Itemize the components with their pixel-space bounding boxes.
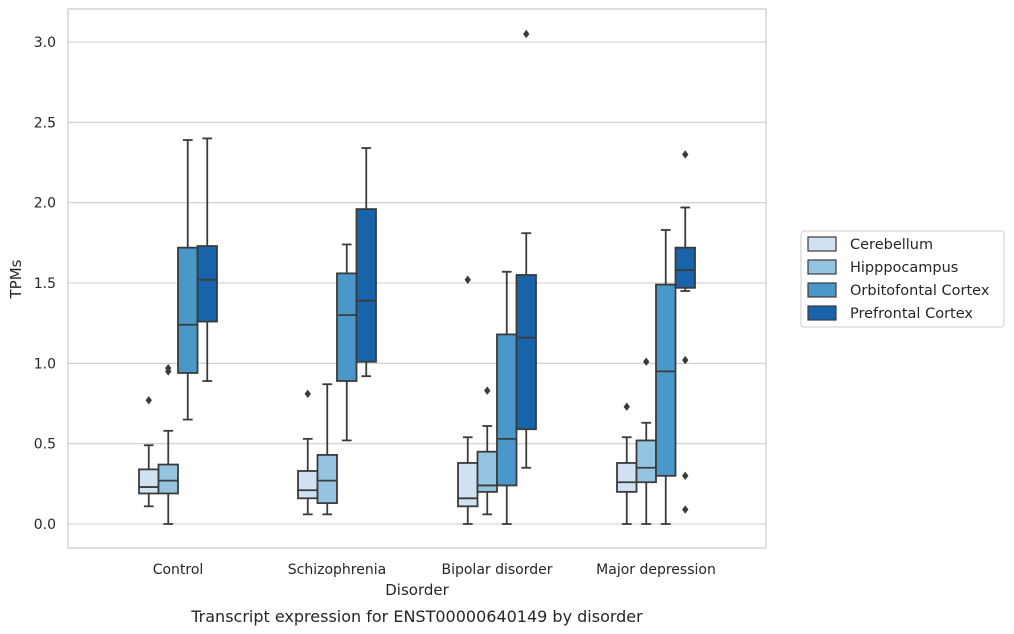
legend-items: Cerebellum Hipppocampus Orbitofontal Corte…: [807, 236, 990, 322]
legend-label: Cerebellum: [850, 237, 933, 253]
box-iqr: [635, 439, 657, 484]
box-group: [515, 29, 537, 469]
box-group: [674, 150, 696, 514]
y-axis-label: TPMs: [7, 259, 25, 299]
box-group: [336, 243, 358, 442]
box-iqr: [316, 454, 338, 505]
box-iqr: [355, 208, 377, 363]
box-group: [138, 396, 160, 508]
x-tick-label: Schizophrenia: [288, 562, 386, 578]
legend: Cerebellum Hipppocampus Orbitofontal Corte…: [800, 230, 1005, 328]
box-group: [177, 139, 199, 421]
box-iqr: [655, 283, 677, 477]
box-iqr: [457, 462, 479, 508]
box-iqr: [177, 246, 199, 374]
box-iqr: [336, 272, 358, 382]
legend-label: Hipppocampus: [850, 260, 958, 276]
legend-swatch: [807, 305, 837, 321]
outlier-point: [523, 29, 530, 39]
legend-label: Prefrontal Cortex: [850, 306, 973, 322]
box-group: [616, 402, 638, 525]
outlier-point: [682, 150, 689, 159]
box-group: [476, 386, 498, 516]
y-tick-label: 1.0: [34, 356, 56, 372]
y-tick-label: 0.0: [34, 517, 56, 533]
box-group: [157, 363, 179, 525]
outlier-point: [464, 275, 471, 284]
box-iqr: [674, 246, 696, 289]
outlier-point: [304, 389, 311, 399]
legend-frame: [800, 230, 1005, 328]
x-tick-label: Major depression: [596, 562, 716, 578]
y-tick-label: 3.0: [34, 35, 56, 51]
outlier-point: [165, 363, 172, 373]
outlier-point: [682, 471, 689, 480]
outlier-point: [623, 402, 630, 411]
outlier-point: [484, 386, 491, 395]
y-tick-label: 2.0: [34, 196, 56, 212]
chart-caption: Transcript expression for ENST0000064014…: [190, 607, 643, 626]
box-iqr: [157, 463, 179, 495]
x-tick-label: Bipolar disorder: [441, 562, 552, 578]
legend-label: Orbitofontal Cortex: [850, 283, 990, 299]
outlier-point: [643, 357, 650, 366]
legend-swatch: [807, 282, 837, 298]
x-axis-label: Disorder: [385, 581, 449, 599]
box-group: [196, 137, 218, 382]
y-tick-labels: 0.0 0.5 1.0 1.5 2.0 2.5 3.0: [34, 35, 56, 533]
legend-swatch: [807, 259, 837, 275]
y-tick-label: 0.5: [34, 437, 56, 453]
box-group: [316, 383, 338, 516]
box-group: [655, 229, 677, 525]
box-iqr: [496, 333, 518, 487]
box-iqr: [196, 245, 218, 323]
box-iqr: [616, 462, 638, 493]
box-group: [355, 147, 377, 378]
y-tick-label: 1.5: [34, 276, 56, 292]
legend-swatch: [807, 236, 837, 252]
box-group: [635, 357, 657, 525]
plot-frame: [67, 8, 767, 549]
box-group: [457, 275, 479, 525]
box-group: [297, 389, 319, 516]
x-tick-label: Control: [153, 562, 204, 578]
y-tick-label: 2.5: [34, 115, 56, 131]
box-iqr: [515, 274, 537, 431]
outlier-point: [682, 505, 689, 514]
box-group: [496, 270, 518, 525]
box-iqr: [138, 468, 160, 495]
outlier-point: [145, 396, 152, 405]
box-iqr: [297, 470, 319, 500]
x-tick-labels: Control Schizophrenia Bipolar disorder Majo…: [153, 562, 716, 578]
box-layer: [138, 29, 696, 525]
outlier-point: [682, 355, 689, 365]
